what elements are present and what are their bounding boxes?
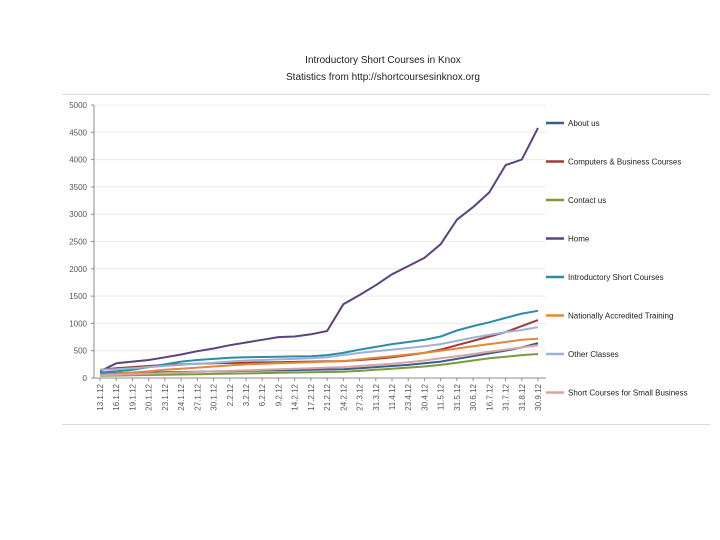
legend-label: Home [568,235,590,244]
chart-subtitle: Statistics from http://shortcoursesinkno… [286,72,480,83]
series-line-introductory-short-courses [99,309,539,374]
legend-label: Nationally Accredited Training [568,312,673,321]
x-tick-label: 30.6.12 [469,383,478,410]
x-tick-label: 23.1.12 [161,383,170,410]
legend-label: Other Classes [568,350,619,359]
x-tick-label: 11.5.12 [437,383,446,410]
series-line-short-courses-for-small-business [99,344,539,377]
x-tick-label: 23.4.12 [404,383,413,410]
y-tick-label: 3000 [69,210,87,219]
y-tick-label: 0 [83,374,88,383]
legend-label: Short Courses for Small Business [568,389,688,398]
y-tick-label: 2500 [69,238,87,247]
y-tick-label: 3500 [69,183,87,192]
y-tick-label: 2000 [69,265,87,274]
gridlines [91,104,546,379]
x-tick-label: 14.2.12 [291,383,300,410]
series-line-contact-us [99,353,539,377]
y-tick-label: 1000 [69,319,87,328]
x-tick-label: 21.2.12 [323,383,332,410]
x-tick-label: 30.9.12 [534,383,543,410]
legend-label: Computers & Business Courses [568,158,681,167]
x-tick-label: 31.7.12 [502,383,511,410]
legend-label: Introductory Short Courses [568,273,664,282]
x-tick-label: 30.1.12 [210,383,219,410]
y-tick-label: 4000 [69,156,87,165]
x-tick-label: 3.2.12 [242,383,251,406]
x-tick-label: 13.1.12 [96,383,105,410]
x-tick-labels: 13.1.12 16.1.12 19.1.12 20.1.12 23.1.12 24.1.… [96,378,543,411]
axes [93,105,546,379]
y-tick-label: 500 [74,347,88,356]
x-tick-label: 11.4.12 [388,383,397,410]
x-tick-label: 9.2.12 [274,383,283,406]
x-tick-label: 6.2.12 [258,383,267,406]
series-lines [99,127,539,377]
x-tick-label: 16.1.12 [112,383,121,410]
x-tick-label: 19.1.12 [128,383,137,410]
y-tick-label: 4500 [69,128,87,137]
x-tick-label: 31.5.12 [453,383,462,410]
legend-label: Contact us [568,196,606,205]
chart-title: Introductory Short Courses in Knox [305,55,461,66]
x-tick-label: 30.4.12 [420,383,429,410]
legend-label: About us [568,119,600,128]
legend: About us Computers & Business Courses Cont… [546,119,688,398]
chart-frame [62,94,710,425]
x-tick-label: 27.1.12 [193,383,202,410]
x-tick-label: 17.2.12 [307,383,316,410]
series-line-nationally-accredited-training [99,337,539,376]
series-line-other-classes [99,326,539,371]
x-tick-label: 24.1.12 [177,383,186,410]
y-tick-label: 5000 [69,101,87,110]
x-tick-label: 2.2.12 [226,383,235,406]
x-tick-label: 24.2.12 [339,383,348,410]
x-tick-label: 16.7.12 [485,383,494,410]
x-tick-label: 27.3.12 [356,383,365,410]
x-tick-label: 31.3.12 [372,383,381,410]
y-tick-label: 1500 [69,292,87,301]
series-line-home [99,127,539,373]
x-tick-label: 20.1.12 [145,383,154,410]
x-tick-label: 31.8.12 [518,383,527,410]
